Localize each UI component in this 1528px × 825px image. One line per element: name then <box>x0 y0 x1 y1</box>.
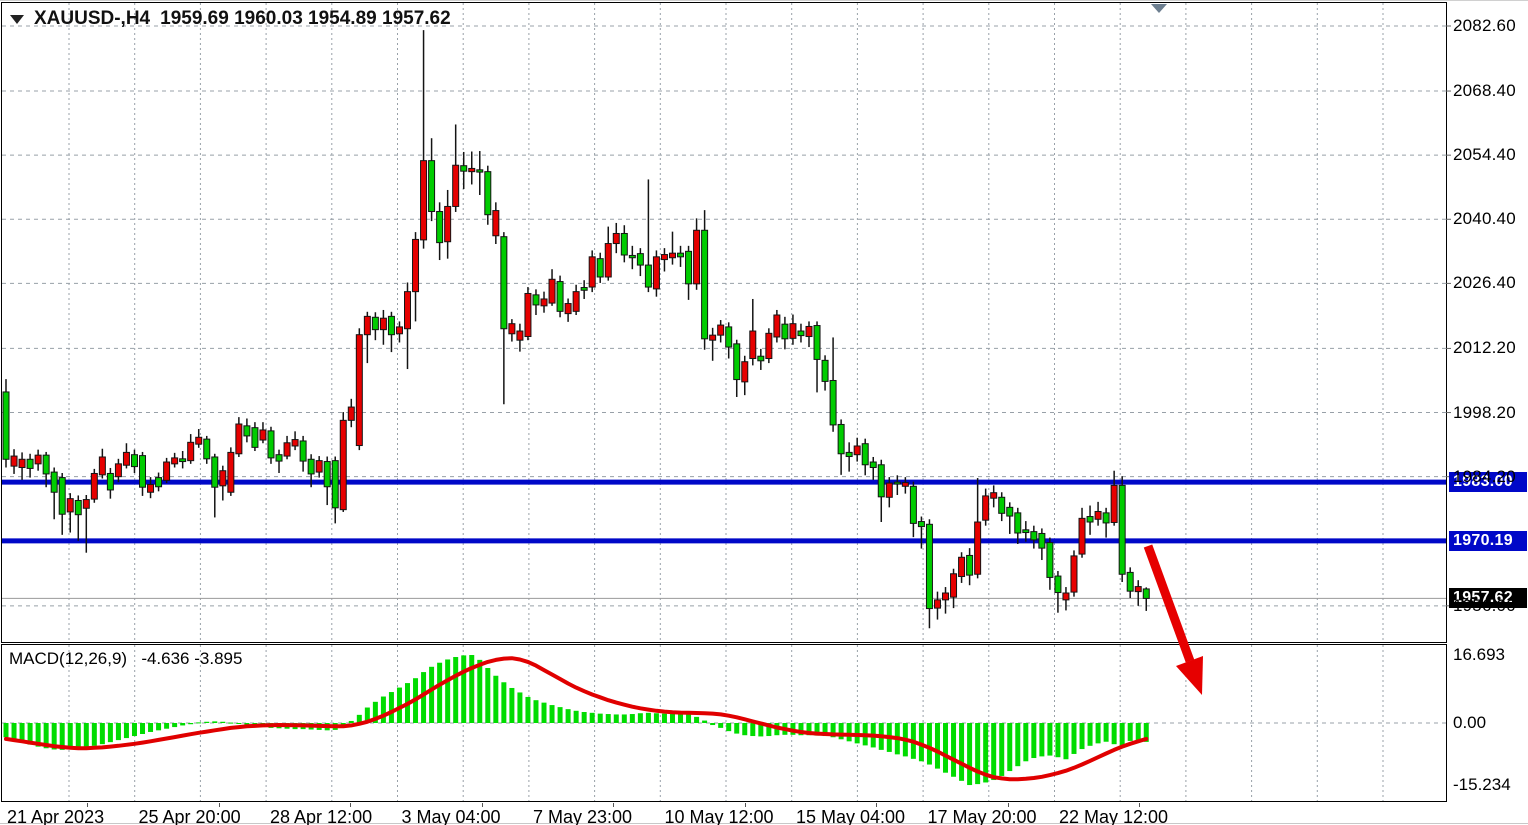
time-axis-tick <box>87 803 88 807</box>
time-axis-tick <box>350 803 351 807</box>
macd-axis-label: 0.00 <box>1453 713 1487 732</box>
price-axis-label: 1998.20 <box>1453 402 1516 422</box>
price-axis-label: 1984.20 <box>1453 466 1516 486</box>
price-axis-label: 1956.00 <box>1453 595 1516 615</box>
ohlc-values: 1959.69 1960.03 1954.89 1957.62 <box>160 8 451 29</box>
price-axis-label: 2012.20 <box>1453 338 1516 358</box>
time-axis-label: 25 Apr 20:00 <box>138 807 241 825</box>
chart-title: XAUUSD-,H4 1959.69 1960.03 1954.89 1957.… <box>10 8 451 30</box>
macd-axis-label: -15.234 <box>1453 775 1511 795</box>
chart-shift-marker-icon[interactable] <box>1151 4 1167 13</box>
time-axis-label: 10 May 12:00 <box>664 807 774 825</box>
price-chart-panel[interactable] <box>1 2 1447 643</box>
symbol-period-label: XAUUSD-,H4 <box>34 8 151 29</box>
time-axis-tick <box>218 803 220 807</box>
time-axis-label: 17 May 20:00 <box>927 807 1037 825</box>
time-axis[interactable]: 21 Apr 2023 25 Apr 20:00 28 Apr 12:00 3 May… <box>0 803 1528 825</box>
price-axis-label: 2068.40 <box>1453 81 1516 101</box>
time-axis-tick <box>1007 803 1009 807</box>
time-axis-label: 21 Apr 2023 <box>7 807 105 825</box>
price-axis-label: 2040.40 <box>1453 209 1516 229</box>
price-tag-level-1983: 1983.00 <box>1449 472 1527 493</box>
price-tag-level-1970: 1970.19 <box>1449 530 1527 551</box>
time-axis-tick <box>876 803 877 807</box>
price-axis-label: 2082.60 <box>1453 16 1516 35</box>
time-axis-tick <box>613 803 614 807</box>
time-axis-label: 15 May 04:00 <box>796 807 906 825</box>
price-tag-current: 1957.62 <box>1449 588 1527 609</box>
price-axis[interactable] <box>1448 2 1528 802</box>
time-axis-label: 3 May 04:00 <box>401 807 501 825</box>
time-axis-label: 28 Apr 12:00 <box>270 807 373 825</box>
time-axis-tick <box>481 803 483 807</box>
macd-indicator-values: -4.636 -3.895 <box>141 649 243 668</box>
time-axis-tick <box>744 803 746 807</box>
symbol-dropdown-icon <box>10 14 24 24</box>
price-axis-label: 2054.40 <box>1453 145 1516 165</box>
price-axis-label: 2026.40 <box>1453 273 1516 293</box>
window-top-edge <box>0 0 1528 1</box>
time-axis-label: 22 May 12:00 <box>1059 807 1169 825</box>
time-axis-tick <box>1139 803 1140 807</box>
macd-indicator-name: MACD(12,26,9) <box>9 649 128 668</box>
macd-axis-label: 16.693 <box>1453 645 1505 664</box>
time-axis-label: 7 May 23:00 <box>533 807 633 825</box>
macd-legend: MACD(12,26,9) -4.636 -3.895 <box>9 649 242 669</box>
